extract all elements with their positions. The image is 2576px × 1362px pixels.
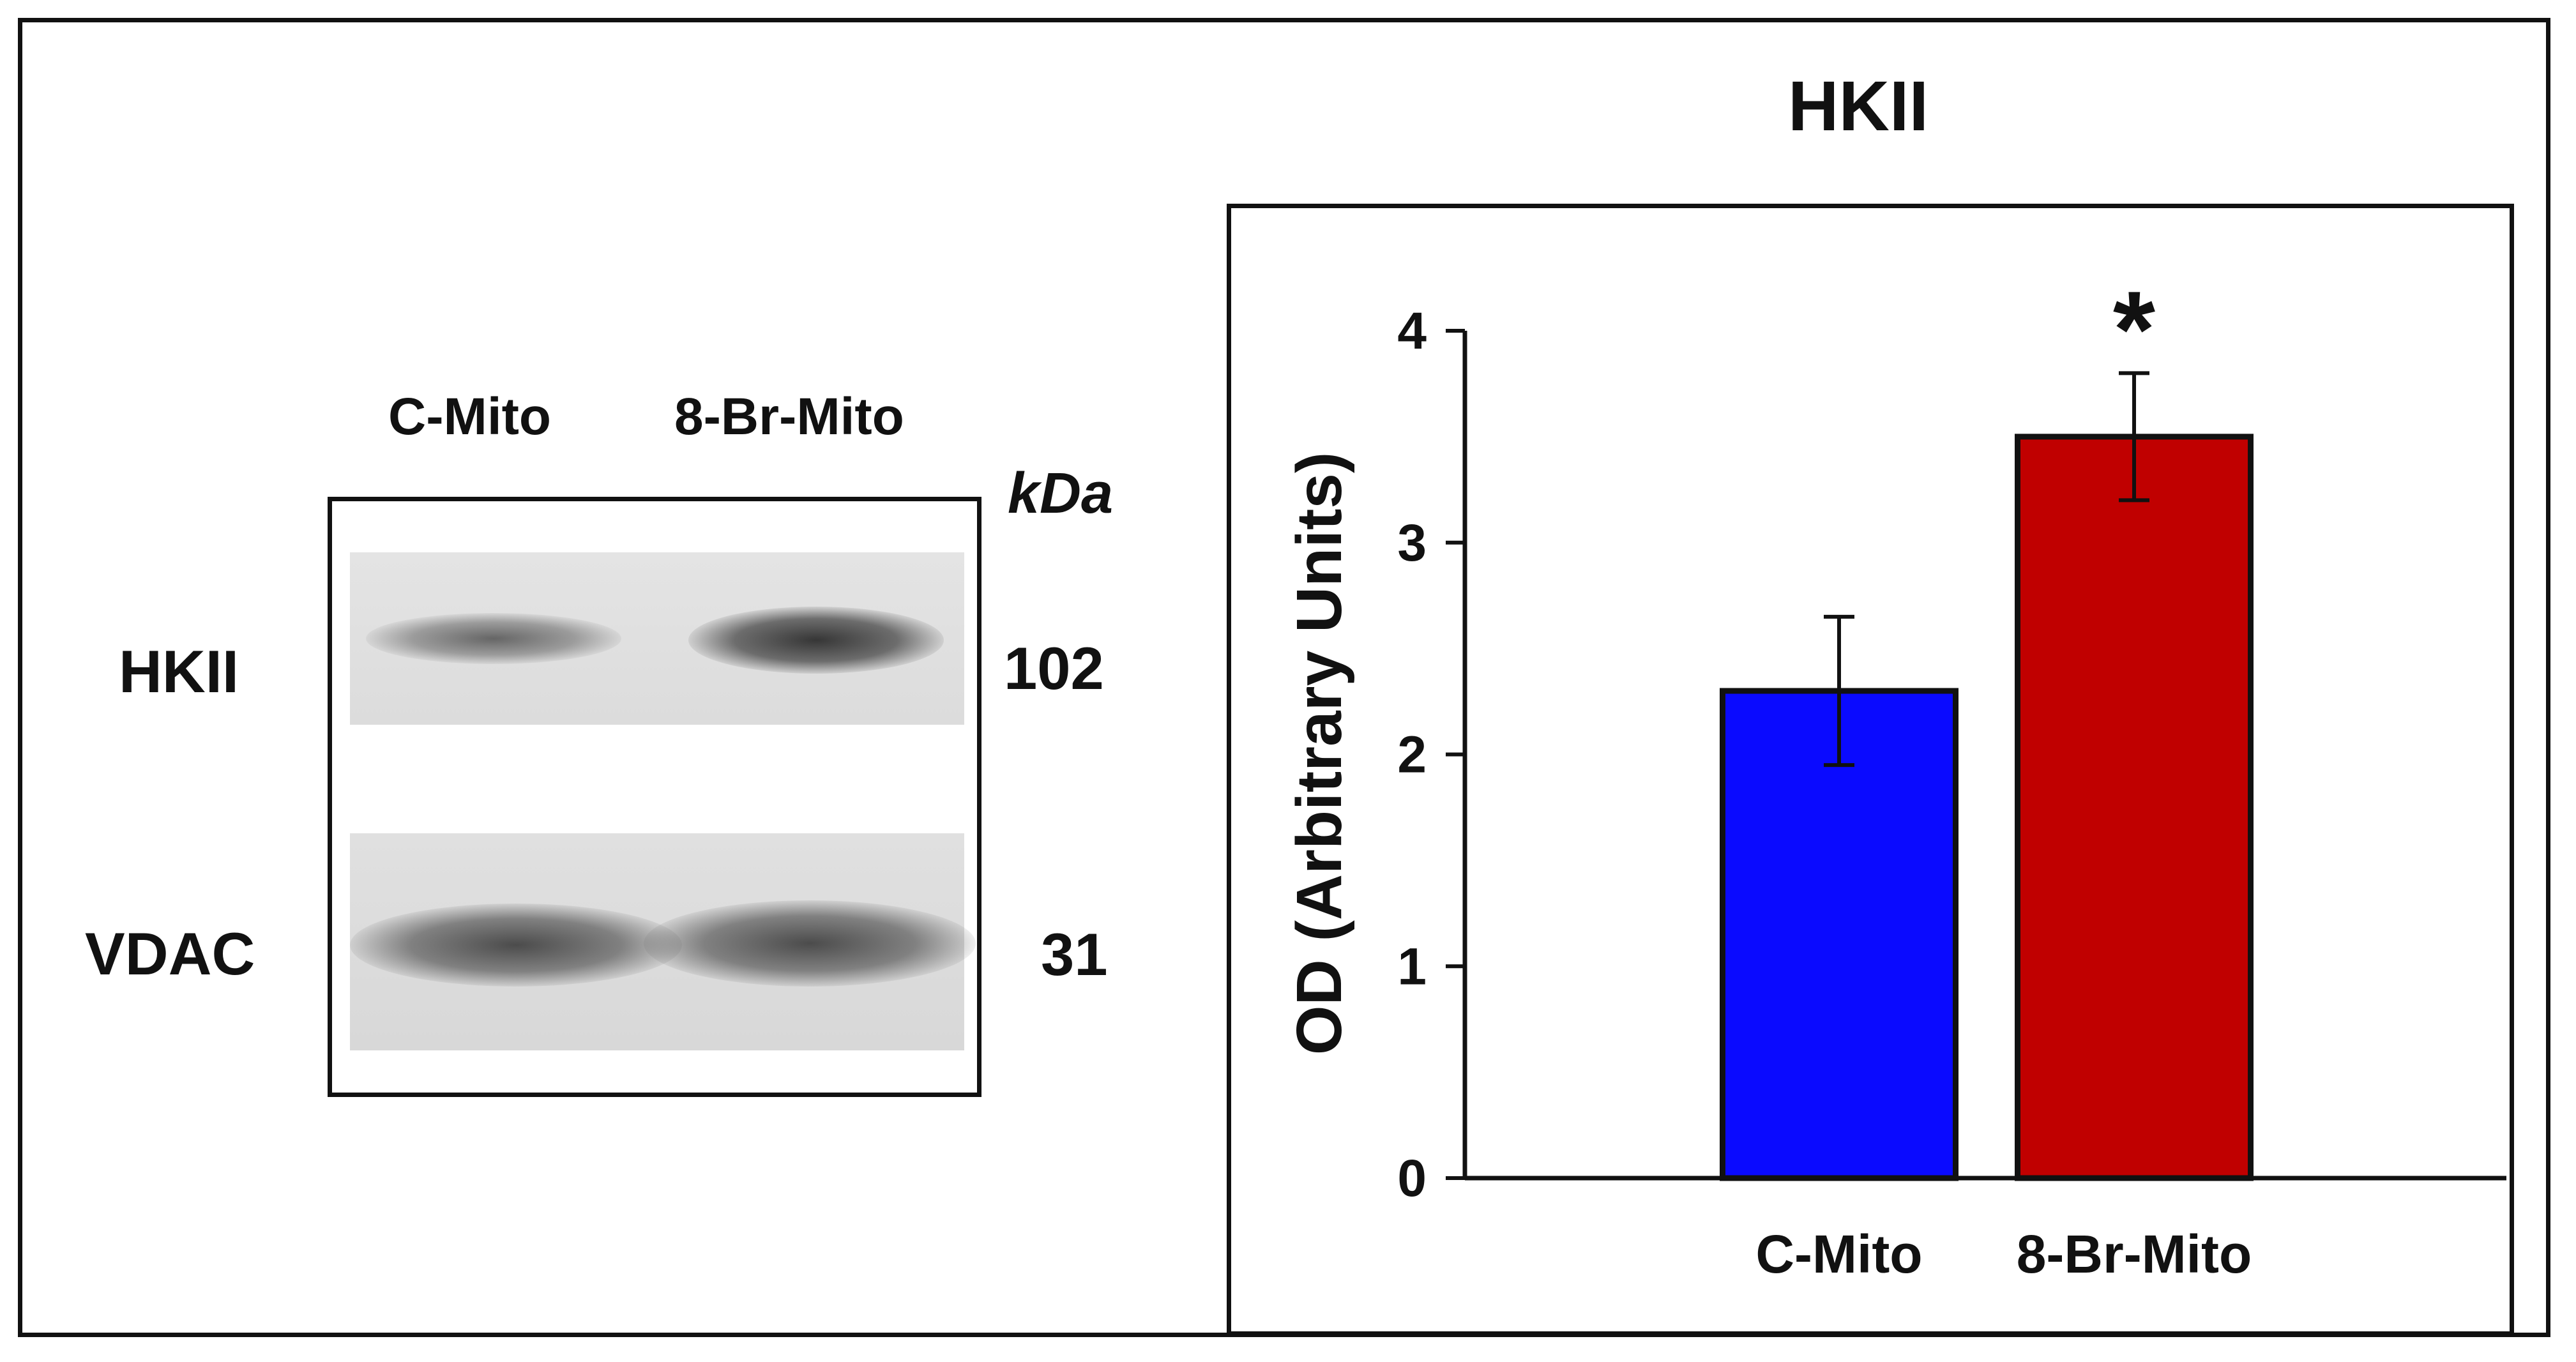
- x-tick-label-0: C-Mito: [1755, 1224, 1922, 1284]
- bar-c-mito: [1720, 688, 1959, 1181]
- bar-8-br-mito: [2015, 434, 2254, 1181]
- chart-frame: [1227, 204, 2514, 1336]
- y-tick-label-2: 2: [1397, 726, 1427, 784]
- y-tick-label-1: 1: [1397, 937, 1427, 995]
- kda-value-vdac: 31: [1041, 921, 1108, 988]
- kda-label: kDa: [1008, 462, 1114, 526]
- western-blot-image: [328, 497, 981, 1097]
- lane-label-c-mito: C-Mito: [388, 388, 552, 446]
- band-vdac-c-mito: [350, 904, 682, 987]
- band-hkii-8-br-mito: [688, 607, 944, 674]
- y-tick-label-0: 0: [1397, 1149, 1427, 1207]
- row-label-hkii: HKII: [119, 638, 239, 705]
- band-vdac-8-br-mito: [644, 900, 976, 987]
- band-hkii-c-mito: [366, 613, 621, 664]
- blot-strip-vdac: [350, 833, 976, 1050]
- y-axis-label: OD (Arbitrary Units): [1284, 452, 1355, 1056]
- y-tick-label-3: 3: [1397, 514, 1427, 572]
- lane-label-8-br-mito: 8-Br-Mito: [674, 388, 904, 446]
- kda-value-hkii: 102: [1004, 635, 1104, 702]
- chart-title: HKII: [1788, 67, 1928, 146]
- x-tick-label-1: 8-Br-Mito: [2017, 1224, 2252, 1284]
- y-tick-label-4: 4: [1397, 302, 1427, 360]
- significance-marker-1: *: [2113, 269, 2155, 390]
- row-label-vdac: VDAC: [85, 920, 255, 987]
- blot-strip-hkii: [350, 552, 964, 725]
